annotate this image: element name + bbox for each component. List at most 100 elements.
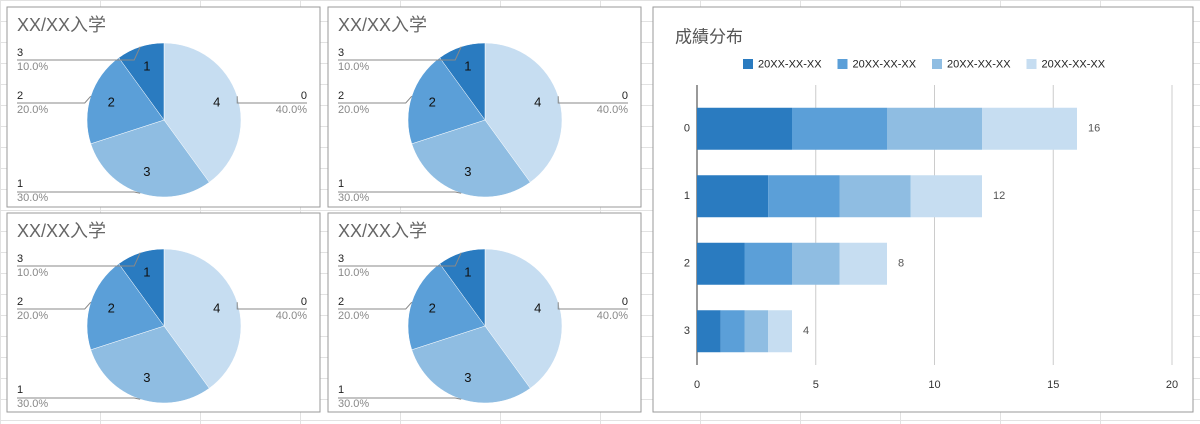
legend-swatch <box>743 59 753 69</box>
bar-segment <box>982 107 1077 150</box>
category-label: 2 <box>17 296 23 308</box>
bar-segment <box>697 242 745 285</box>
chart-title: XX/XX入学 <box>338 15 427 35</box>
y-tick-label: 1 <box>684 190 690 202</box>
slice-label: 4 <box>213 94 220 109</box>
percent-label: 10.0% <box>17 267 48 279</box>
pie-slice <box>407 57 486 145</box>
leader-line <box>17 95 92 104</box>
slice-label: 2 <box>108 300 115 315</box>
legend-label: 20XX-XX-XX <box>758 58 822 70</box>
percent-label: 20.0% <box>338 310 369 322</box>
category-label: 0 <box>301 296 307 308</box>
bar-segment <box>768 175 840 218</box>
total-label: 12 <box>993 190 1005 202</box>
percent-label: 20.0% <box>17 104 48 116</box>
x-tick-label: 5 <box>813 379 819 391</box>
bar-segment <box>697 310 721 353</box>
category-label: 1 <box>17 384 23 396</box>
slice-label: 4 <box>534 300 541 315</box>
category-label: 1 <box>338 178 344 190</box>
slice-label: 2 <box>429 300 436 315</box>
leader-line <box>338 95 413 104</box>
percent-label: 30.0% <box>17 192 48 204</box>
total-label: 8 <box>898 258 904 270</box>
percent-label: 40.0% <box>597 310 628 322</box>
percent-label: 30.0% <box>17 398 48 410</box>
percent-label: 20.0% <box>338 104 369 116</box>
percent-label: 10.0% <box>338 61 369 73</box>
slice-label: 4 <box>534 94 541 109</box>
percent-label: 20.0% <box>17 310 48 322</box>
percent-label: 10.0% <box>17 61 48 73</box>
slice-label: 2 <box>108 94 115 109</box>
bar-segment <box>910 175 982 218</box>
pie-slice <box>407 263 486 351</box>
bar-segment <box>744 242 792 285</box>
percent-label: 10.0% <box>338 267 369 279</box>
category-label: 0 <box>622 296 628 308</box>
percent-label: 40.0% <box>597 104 628 116</box>
x-tick-label: 20 <box>1166 379 1178 391</box>
legend-swatch <box>1026 59 1037 69</box>
leader-line <box>338 191 462 194</box>
leader-line <box>557 302 628 310</box>
total-label: 16 <box>1088 123 1100 135</box>
category-label: 0 <box>301 90 307 102</box>
category-label: 3 <box>17 47 23 59</box>
slice-label: 1 <box>143 59 150 74</box>
slice-label: 3 <box>143 164 150 179</box>
leader-line <box>236 96 307 104</box>
slice-label: 4 <box>213 300 220 315</box>
leader-line <box>17 46 141 61</box>
chart-title: XX/XX入学 <box>338 221 427 241</box>
chart-title: XX/XX入学 <box>17 221 106 241</box>
chart-title: XX/XX入学 <box>17 15 106 35</box>
category-label: 1 <box>338 384 344 396</box>
pie-slice <box>86 263 165 351</box>
percent-label: 40.0% <box>276 104 307 116</box>
chart-title: 成績分布 <box>675 27 743 46</box>
legend-label: 20XX-XX-XX <box>853 58 917 70</box>
category-label: 2 <box>338 90 344 102</box>
bar-segment <box>768 310 792 353</box>
percent-label: 40.0% <box>276 310 307 322</box>
leader-line <box>17 252 141 267</box>
category-label: 0 <box>622 90 628 102</box>
leader-line <box>338 301 413 310</box>
category-label: 3 <box>338 47 344 59</box>
slice-label: 1 <box>464 59 471 74</box>
total-label: 4 <box>803 325 809 337</box>
slice-label: 1 <box>143 265 150 280</box>
slice-label: 3 <box>464 164 471 179</box>
y-tick-label: 3 <box>684 325 690 337</box>
x-tick-label: 0 <box>694 379 700 391</box>
leader-line <box>17 397 141 400</box>
leader-line <box>338 397 462 400</box>
slice-label: 2 <box>429 94 436 109</box>
legend-swatch <box>932 59 942 69</box>
leader-line <box>338 252 462 267</box>
bar-segment <box>697 175 769 218</box>
bar-segment <box>720 310 745 353</box>
leader-line <box>557 96 628 104</box>
bar-segment <box>839 175 911 218</box>
percent-label: 30.0% <box>338 398 369 410</box>
legend-label: 20XX-XX-XX <box>1042 58 1106 70</box>
y-tick-label: 2 <box>684 258 690 270</box>
leader-line <box>236 302 307 310</box>
x-tick-label: 10 <box>928 379 940 391</box>
category-label: 1 <box>17 178 23 190</box>
legend-label: 20XX-XX-XX <box>947 58 1011 70</box>
x-tick-label: 15 <box>1047 379 1059 391</box>
slice-label: 1 <box>464 265 471 280</box>
pie-slice <box>86 57 165 145</box>
leader-line <box>17 191 141 194</box>
bar-segment <box>792 242 840 285</box>
category-label: 2 <box>338 296 344 308</box>
y-tick-label: 0 <box>684 123 690 135</box>
percent-label: 30.0% <box>338 192 369 204</box>
slice-label: 3 <box>464 370 471 385</box>
